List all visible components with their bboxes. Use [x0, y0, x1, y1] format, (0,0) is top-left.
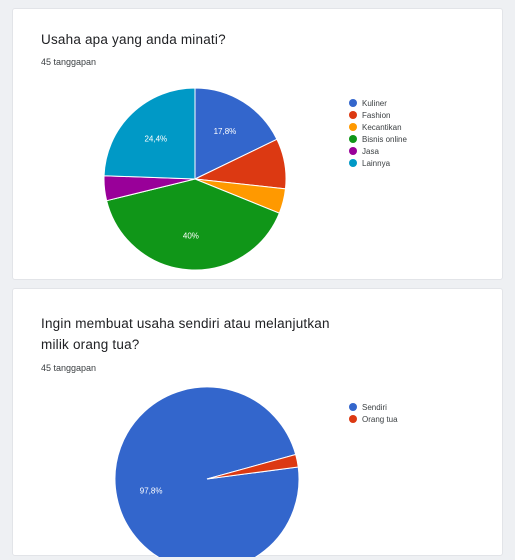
slice-label-sendiri: 97,8% — [140, 486, 163, 495]
pie-slice-lainnya[interactable] — [103, 87, 196, 180]
legend-item-sendiri[interactable]: Sendiri — [349, 401, 398, 413]
legend-swatch — [349, 415, 357, 423]
legend-label: Sendiri — [362, 402, 387, 412]
legend-swatch — [349, 403, 357, 411]
slice-label-bisnis-online: 40% — [183, 231, 199, 240]
pie-slice-orang-tua[interactable] — [206, 453, 299, 480]
legend-label: Orang tua — [362, 414, 398, 424]
legend-swatch — [349, 135, 357, 143]
legend-item-orang-tua[interactable]: Orang tua — [349, 413, 398, 425]
slice-label-kuliner: 17,8% — [214, 127, 237, 136]
legend-item-jasa[interactable]: Jasa — [349, 145, 407, 157]
chart-title: Ingin membuat usaha sendiri atau melanju… — [41, 316, 330, 352]
legend: Kuliner Fashion Kecantikan Bisnis online Jas… — [349, 97, 407, 169]
pie-slice-sendiri[interactable] — [114, 386, 300, 557]
response-count: 45 tanggapan — [41, 363, 97, 373]
legend-item-kuliner[interactable]: Kuliner — [349, 97, 407, 109]
pie-chart-usaha: 17,8% 40% 24,4% — [103, 87, 287, 271]
pie-slice-kuliner[interactable] — [194, 87, 278, 180]
chart-card-pilihan: Ingin membuat usaha sendiri atau melanju… — [12, 288, 503, 557]
legend: Sendiri Orang tua — [349, 401, 398, 425]
response-count: 45 tanggapan — [41, 57, 97, 67]
legend-label: Jasa — [362, 146, 379, 156]
legend-label: Bisnis online — [362, 134, 407, 144]
legend-swatch — [349, 123, 357, 131]
legend-swatch — [349, 111, 357, 119]
chart-title: Usaha apa yang anda minati? — [41, 32, 226, 47]
chart-card-usaha: Usaha apa yang anda minati? 45 tanggapan… — [12, 8, 503, 280]
slice-label-lainnya: 24,4% — [144, 134, 167, 143]
legend-label: Kecantikan — [362, 122, 402, 132]
legend-item-bisnis-online[interactable]: Bisnis online — [349, 133, 407, 145]
legend-swatch — [349, 99, 357, 107]
pie-chart-pilihan: 97,8% — [114, 386, 300, 557]
legend-item-fashion[interactable]: Fashion — [349, 109, 407, 121]
legend-label: Fashion — [362, 110, 391, 120]
legend-item-kecantikan[interactable]: Kecantikan — [349, 121, 407, 133]
legend-label: Kuliner — [362, 98, 387, 108]
legend-swatch — [349, 159, 357, 167]
legend-swatch — [349, 147, 357, 155]
pie-slice-bisnis-online[interactable] — [106, 178, 280, 271]
legend-item-lainnya[interactable]: Lainnya — [349, 157, 407, 169]
legend-label: Lainnya — [362, 158, 391, 168]
